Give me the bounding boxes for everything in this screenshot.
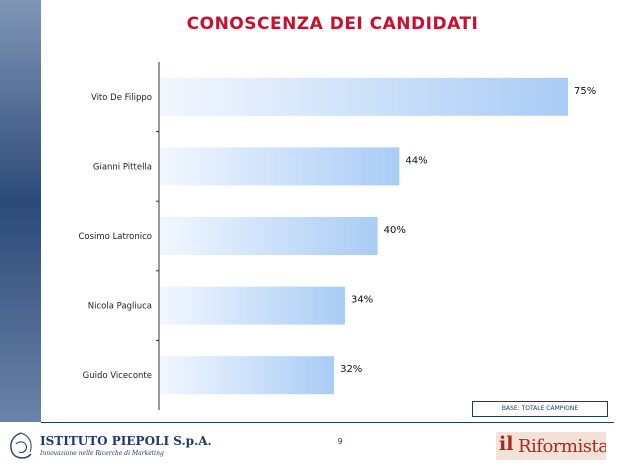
- chart-title: CONOSCENZA DEI CANDIDATI: [186, 14, 479, 34]
- riformista-logo-word: Riformista: [518, 436, 606, 457]
- data-label: 34%: [351, 295, 373, 306]
- bar: [160, 356, 335, 395]
- piepoli-tagline: Innovazione nelle Ricerche di Marketing: [40, 450, 164, 457]
- riformista-logo: il Riformista: [496, 432, 606, 460]
- side-decoration-band: [0, 0, 41, 422]
- bar: [160, 217, 378, 255]
- category-label: Gianni Pittella: [93, 162, 152, 172]
- piepoli-name: ISTITUTO PIEPOLI S.p.A.: [40, 434, 212, 448]
- piepoli-emblem-icon: [10, 432, 32, 459]
- category-label: Guido Viceconte: [83, 371, 152, 381]
- bar: [160, 77, 568, 116]
- base-note: BASE: TOTALE CAMPIONE: [472, 401, 608, 417]
- data-label: 75%: [574, 86, 596, 97]
- category-label: Nicola Pagliuca: [88, 302, 152, 312]
- data-label: 44%: [405, 155, 427, 166]
- page-number: 9: [337, 437, 343, 446]
- bar: [160, 147, 400, 186]
- category-label: Vito De Filippo: [91, 93, 152, 103]
- data-label: 32%: [340, 364, 362, 375]
- data-label: 40%: [384, 225, 406, 236]
- bar: [160, 286, 345, 325]
- footer-divider: [41, 422, 614, 423]
- piepoli-logo: ISTITUTO PIEPOLI S.p.A. Innovazione nell…: [6, 428, 212, 464]
- category-label: Cosimo Latronico: [78, 232, 152, 242]
- riformista-logo-il: il: [499, 433, 514, 455]
